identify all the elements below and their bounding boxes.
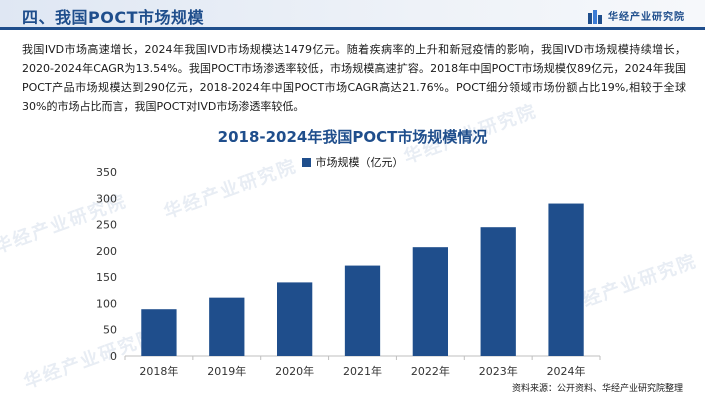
y-tick-label: 300	[96, 192, 117, 205]
x-tick-label: 2020年	[275, 364, 314, 378]
x-tick-label: 2018年	[139, 364, 178, 378]
bar-2021年	[344, 265, 381, 356]
bar-2018年	[141, 309, 177, 356]
x-tick-label: 2019年	[207, 364, 246, 378]
bar-2022年	[412, 247, 448, 356]
section-title: 四、我国POCT市场规模	[22, 8, 204, 27]
bar-2024年	[548, 203, 584, 356]
brand-logo-icon	[588, 9, 602, 24]
y-tick-label: 250	[96, 219, 117, 232]
x-tick-label: 2021年	[343, 364, 382, 378]
y-tick-label: 350	[96, 166, 117, 179]
x-tick-label: 2022年	[411, 364, 450, 378]
legend-label: 市场规模（亿元）	[315, 156, 404, 169]
section-header: 四、我国POCT市场规模 华经产业研究院	[0, 0, 705, 30]
x-tick-label: 2023年	[479, 364, 518, 378]
brand-name: 华经产业研究院	[608, 12, 685, 23]
legend-swatch	[301, 157, 311, 167]
y-tick-label: 200	[96, 245, 117, 258]
y-tick-label: 0	[110, 350, 117, 363]
y-tick-label: 50	[103, 324, 117, 337]
brand: 华经产业研究院	[588, 8, 685, 24]
source-note: 资料来源：公开资料、华经产业研究院整理	[511, 384, 683, 394]
x-tick-label: 2024年	[547, 364, 586, 378]
bar-2019年	[209, 297, 245, 356]
bar-2023年	[480, 227, 516, 356]
chart-legend: 市场规模（亿元）	[0, 154, 705, 170]
intro-paragraph: 我国IVD市场高速增长，2024年我国IVD市场规模达1479亿元。随着疾病率的…	[22, 43, 686, 113]
y-tick-label: 150	[96, 271, 117, 284]
y-tick-label: 100	[96, 297, 117, 310]
bar-2020年	[277, 282, 313, 356]
chart-title: 2018-2024年我国POCT市场规模情况	[217, 128, 488, 146]
